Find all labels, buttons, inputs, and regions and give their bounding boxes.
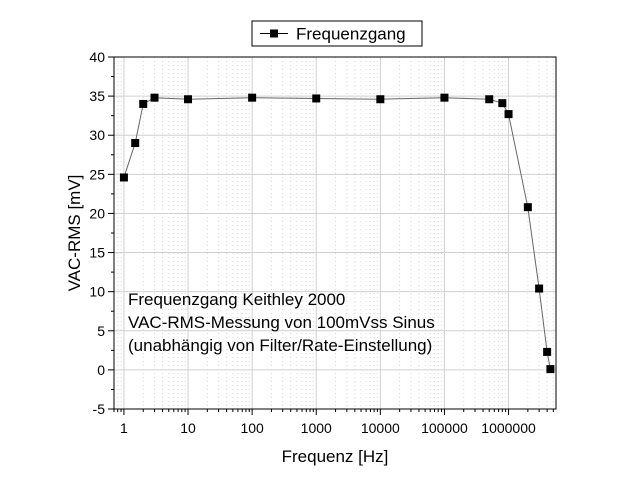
data-point [535,284,544,293]
data-point [248,93,257,102]
x-tick-label: 10000 [361,420,400,436]
data-point [543,347,552,356]
data-point [376,95,385,104]
y-tick-label: 15 [89,245,105,261]
grid [113,56,556,410]
x-tick-label: 1000 [301,420,332,436]
y-axis-title: VAC-RMS [mV] [65,175,84,292]
annotation-line-1: Frequenzgang Keithley 2000 [128,290,345,309]
y-tick-label: 40 [89,49,105,65]
data-point [498,99,507,108]
data-point [150,93,159,102]
x-tick-label: 1000000 [481,420,536,436]
x-tick-label: 10 [180,420,196,436]
series-frequenzgang [119,93,555,374]
y-tick-label: 10 [89,284,105,300]
data-point [485,95,494,104]
legend: Frequenzgang [251,20,423,47]
data-point [119,173,128,182]
y-tick-label: 30 [89,127,105,143]
y-tick-label: 35 [89,88,105,104]
data-point [131,139,140,148]
data-point [184,95,193,104]
y-tick-label: -5 [93,401,106,417]
data-point [504,110,513,119]
legend-label-frequenzgang: Frequenzgang [296,25,406,44]
y-tick-label: 25 [89,166,105,182]
data-point [523,203,532,212]
y-tick-label: 0 [97,362,105,378]
y-tick-label: 20 [89,205,105,221]
data-point [139,99,148,108]
y-tick-label: 5 [97,323,105,339]
annotation-line-2: VAC-RMS-Messung von 100mVss Sinus [128,313,435,332]
annotation-line-3: (unabhängig von Filter/Rate-Einstellung) [128,336,432,355]
data-point [546,365,555,374]
data-point [440,93,449,102]
x-tick-label: 100000 [421,420,468,436]
x-tick-label: 100 [240,420,264,436]
legend-marker [270,29,278,38]
axis-ticks: -5 0 5 10 15 20 25 30 35 40 1 10 100 1000 10000 100000 1… [89,49,554,436]
x-axis-title: Frequenz [Hz] [282,447,389,466]
data-point [312,94,321,103]
series-line [123,97,551,370]
x-tick-label: 1 [120,420,128,436]
